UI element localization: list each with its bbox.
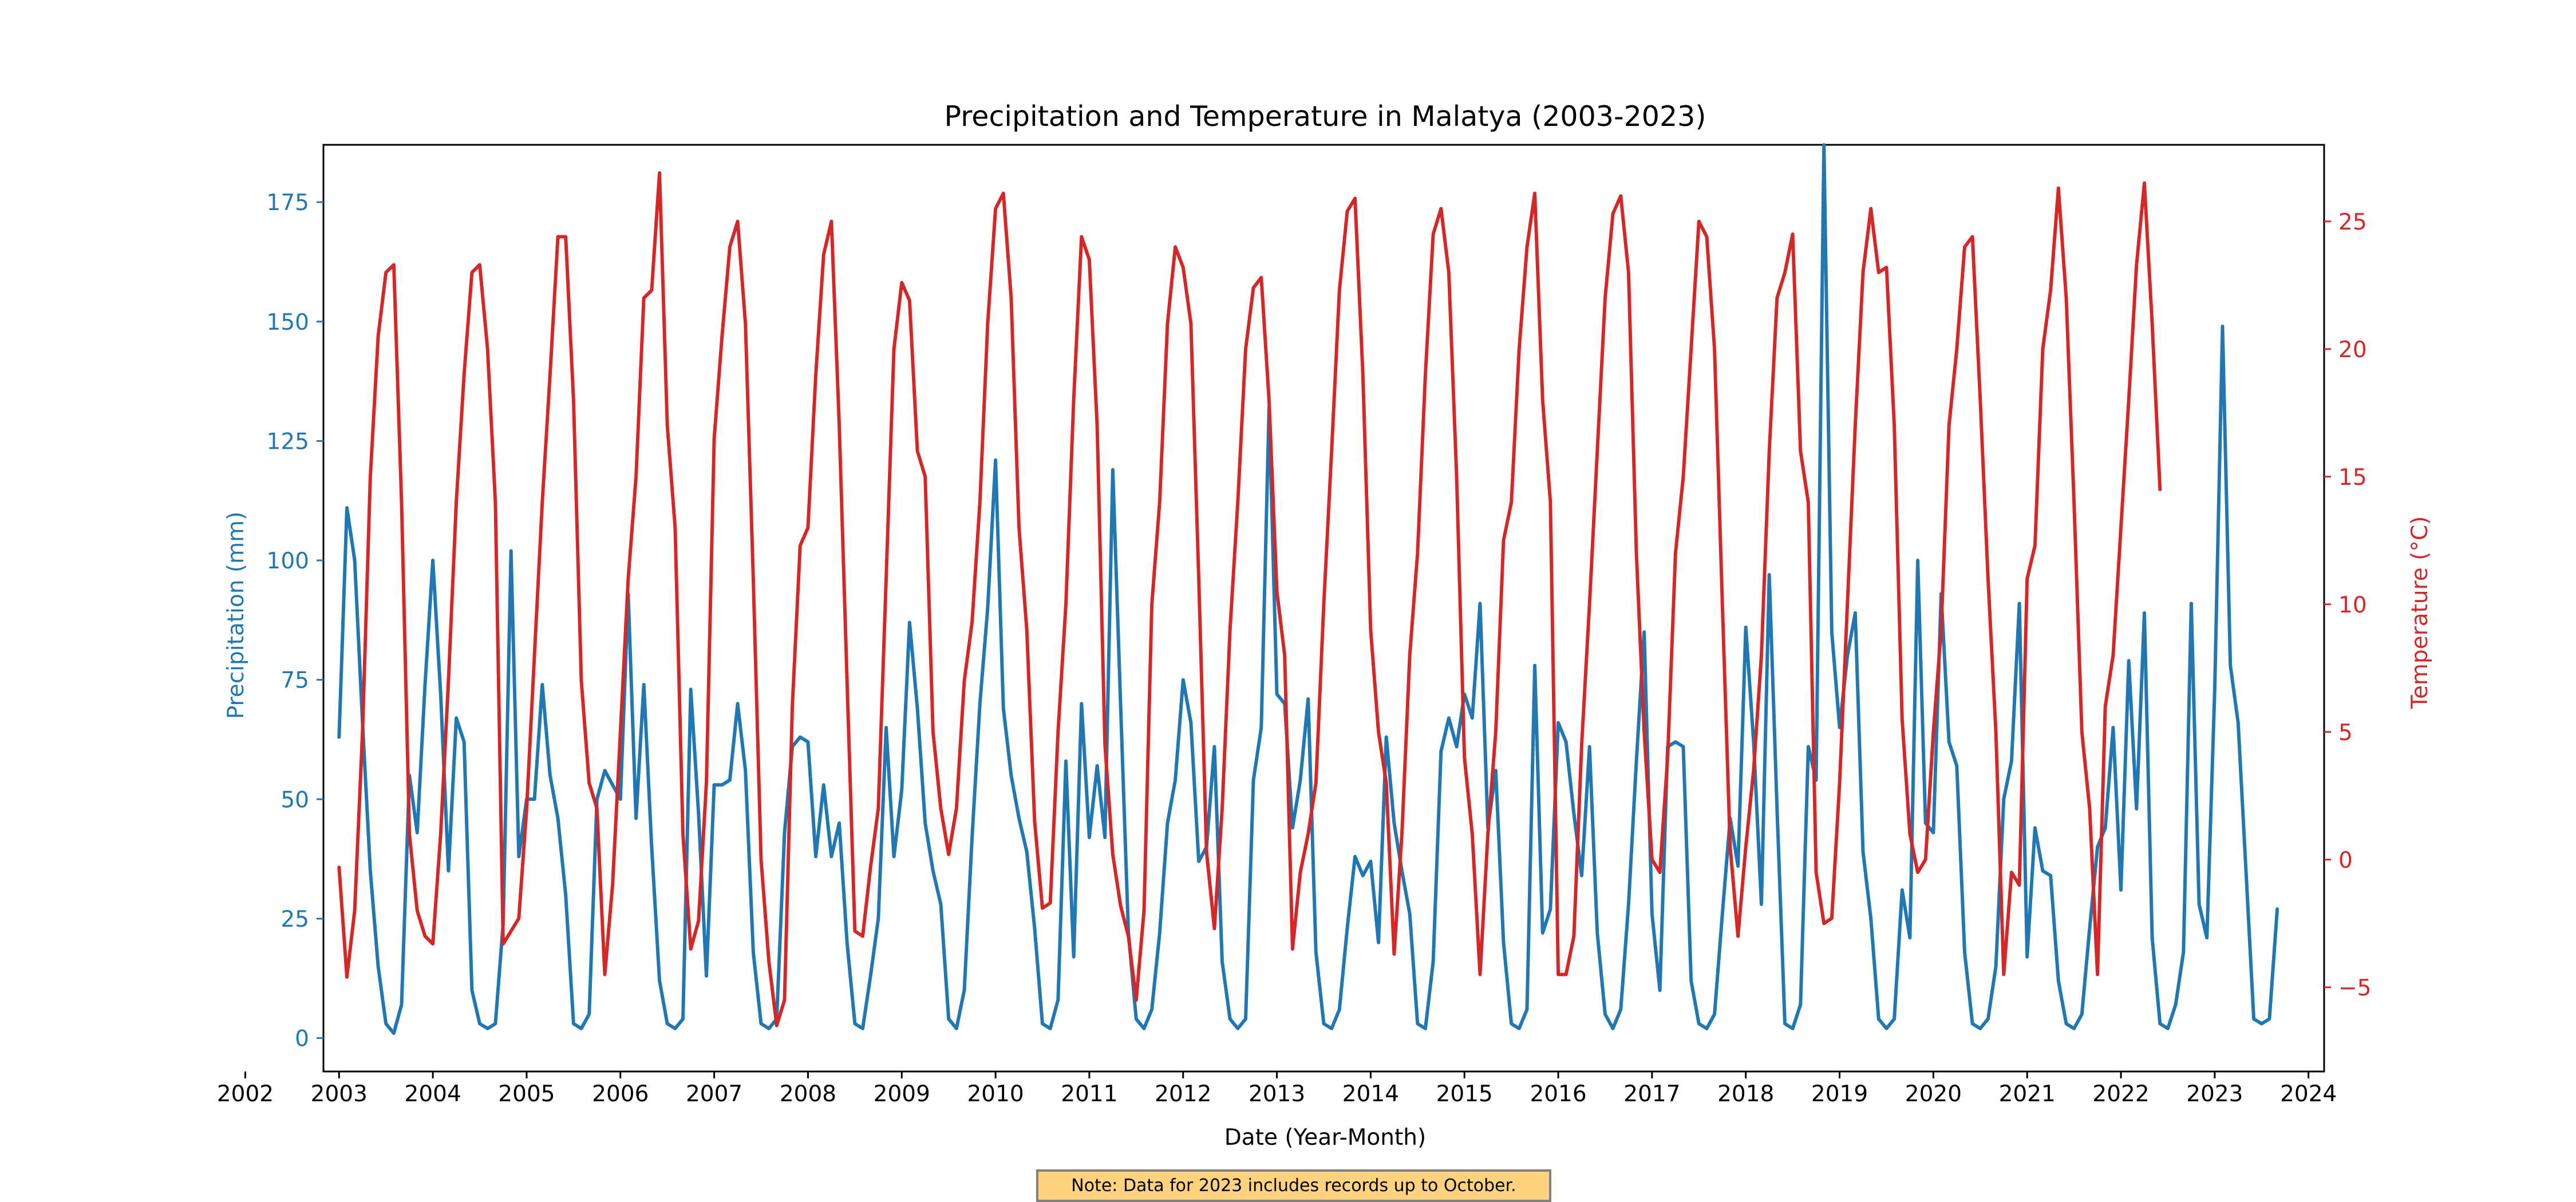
left-y-axis-ticks: 0 25 50 75 100 125 150 175: [267, 190, 323, 1052]
left-y-tick-label: 50: [280, 787, 309, 813]
x-tick-label: 2013: [1249, 1081, 1305, 1107]
right-y-tick-label: 15: [2338, 465, 2367, 491]
right-y-tick-label: 10: [2338, 592, 2367, 618]
x-tick-label: 2003: [311, 1081, 368, 1107]
plot-frame: [322, 144, 2325, 1073]
x-tick-label: 2018: [1717, 1081, 1774, 1107]
x-tick-label: 2007: [686, 1081, 742, 1107]
right-y-tick-label: 5: [2338, 720, 2353, 746]
precipitation-line: [337, 143, 2279, 1035]
right-y-tick-label: 0: [2338, 848, 2353, 873]
right-y-tick-label: 20: [2338, 337, 2367, 363]
x-tick-label: 2011: [1061, 1081, 1117, 1107]
x-axis-label: Date (Year-Month): [1224, 1125, 1426, 1150]
x-tick-label: 2016: [1530, 1081, 1586, 1107]
x-tick-label: 2009: [874, 1081, 930, 1107]
x-tick-label: 2005: [498, 1081, 555, 1107]
temperature-line: [337, 171, 2162, 1027]
x-tick-label: 2021: [1999, 1081, 2056, 1107]
plot-area-frame: [322, 144, 2325, 1073]
chart-title: Precipitation and Temperature in Malatya…: [945, 100, 1706, 133]
x-tick-label: 2014: [1342, 1081, 1399, 1107]
x-tick-label: 2020: [1905, 1081, 1962, 1107]
x-tick-label: 2006: [592, 1081, 649, 1107]
left-y-tick-label: 100: [267, 548, 309, 574]
x-tick-label: 2010: [967, 1081, 1024, 1107]
x-tick-label: 2004: [405, 1081, 461, 1107]
x-tick-label: 2015: [1436, 1081, 1493, 1107]
note-annotation: Note: Data for 2023 includes records up …: [1036, 1169, 1551, 1202]
x-tick-label: 2002: [217, 1081, 274, 1107]
right-y-axis-ticks: −5 0 5 10 15 20 25: [2324, 209, 2372, 1001]
x-tick-label: 2019: [1811, 1081, 1868, 1107]
x-tick-label: 2024: [2280, 1081, 2337, 1107]
right-y-tick-label: 25: [2338, 209, 2367, 235]
right-y-tick-label: −5: [2338, 975, 2372, 1001]
x-tick-label: 2012: [1155, 1081, 1211, 1107]
x-tick-label: 2017: [1623, 1081, 1680, 1107]
left-y-tick-label: 25: [280, 907, 309, 932]
left-y-tick-label: 125: [267, 429, 309, 454]
x-tick-label: 2008: [780, 1081, 836, 1107]
right-y-axis-label: Temperature (°C): [2407, 516, 2433, 710]
left-y-tick-label: 0: [295, 1026, 309, 1052]
x-tick-label: 2023: [2186, 1081, 2243, 1107]
left-y-tick-label: 75: [280, 668, 309, 694]
left-y-axis-label: Precipitation (mm): [223, 512, 249, 719]
left-y-tick-label: 175: [267, 190, 309, 216]
series-layer: [337, 143, 2279, 1035]
x-tick-label: 2022: [2092, 1081, 2149, 1107]
left-y-tick-label: 150: [267, 310, 309, 335]
x-axis-ticks: 2002 2003 2004 2005 2006 2007 2008 2009 2010 2011…: [217, 1071, 2337, 1107]
